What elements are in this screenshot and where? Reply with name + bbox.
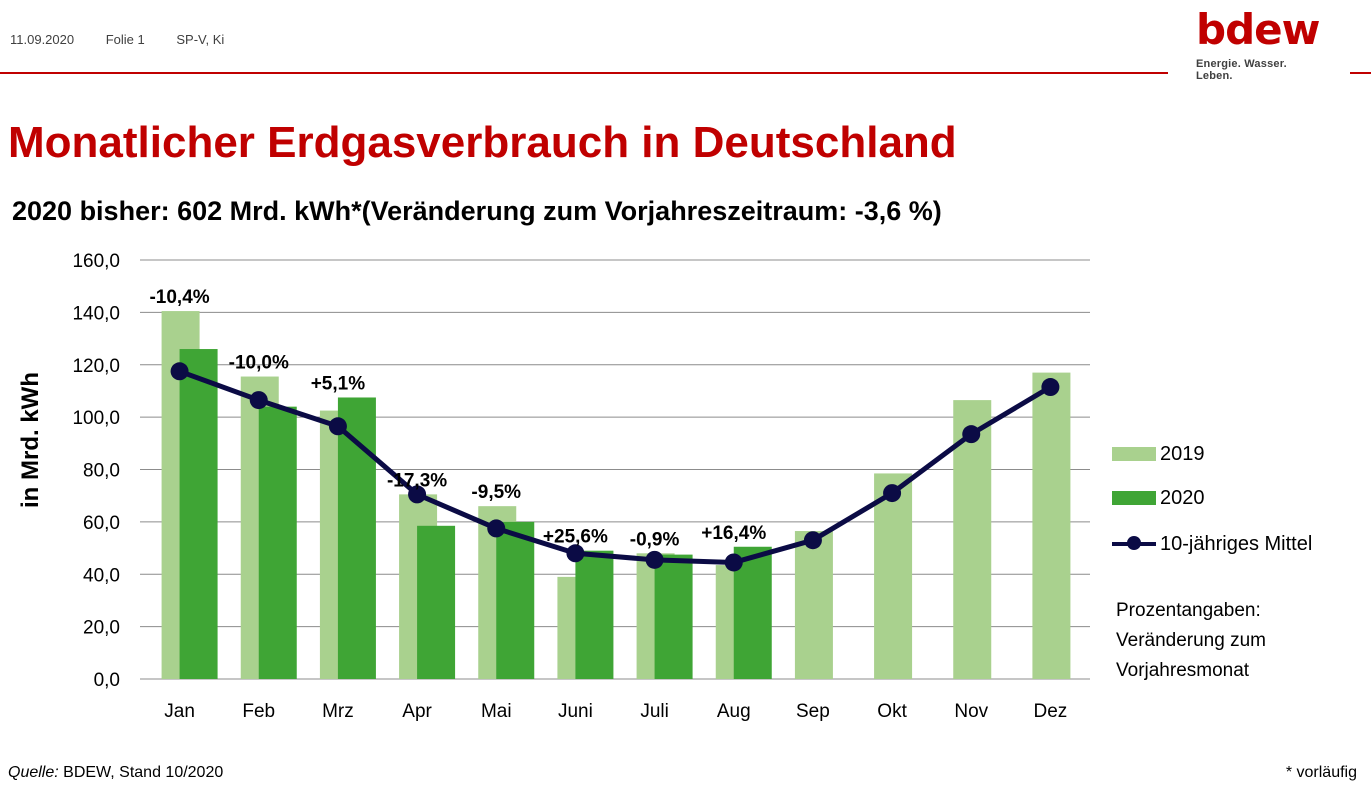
change-label: -10,0% xyxy=(229,353,289,374)
mean-point xyxy=(883,484,902,503)
y-tick-label: 140,0 xyxy=(72,303,120,324)
change-label: +5,1% xyxy=(311,373,366,394)
header-author: SP-V, Ki xyxy=(176,32,225,47)
bdew-logo: bdew Energie. Wasser. Leben. xyxy=(1196,5,1326,83)
legend-swatch-mean xyxy=(1112,536,1156,550)
mean-point xyxy=(962,425,981,444)
legend-label-2020: 2020 xyxy=(1160,486,1205,509)
y-tick-label: 20,0 xyxy=(83,618,120,639)
bar-2020 xyxy=(179,349,218,679)
bar-2020 xyxy=(417,525,456,679)
legend-item-mean: 10-jähriges Mittel xyxy=(1112,532,1312,556)
source-label: Quelle: xyxy=(8,764,59,781)
x-tick-label: Juni xyxy=(558,701,593,722)
legend-item-2020: 2020 xyxy=(1112,486,1205,510)
bar-2019 xyxy=(794,531,833,679)
header-divider-right xyxy=(1350,72,1371,74)
bar-2020 xyxy=(654,554,693,679)
header-slide: Folie 1 xyxy=(105,32,145,47)
header-divider xyxy=(0,72,1168,74)
change-label: +16,4% xyxy=(701,523,766,544)
x-tick-label: Apr xyxy=(402,701,432,722)
footnote-line-3: Vorjahresmonat xyxy=(1116,660,1250,681)
x-tick-label: Mrz xyxy=(322,701,354,722)
legend-label-2019: 2019 xyxy=(1160,442,1205,465)
change-label: -0,9% xyxy=(630,529,680,550)
y-tick-label: 0,0 xyxy=(94,670,120,691)
legend-label-mean: 10-jähriges Mittel xyxy=(1160,532,1313,555)
y-axis-label: in Mrd. kWh xyxy=(17,372,44,508)
bar-2020 xyxy=(575,550,614,679)
x-tick-label: Sep xyxy=(796,701,830,722)
mean-point xyxy=(803,531,822,550)
mean-point xyxy=(487,519,506,538)
bar-2019 xyxy=(1032,372,1071,679)
x-tick-label: Okt xyxy=(877,701,907,722)
consumption-chart: in Mrd. kWh 0,0 20,0 40,0 60,0 80,0 100,0 120,… xyxy=(17,251,1090,722)
mean-point xyxy=(566,544,585,563)
page-title: Monatlicher Erdgasverbrauch in Deutschla… xyxy=(8,118,957,167)
x-tick-label: Dez xyxy=(1034,701,1068,722)
y-tick-label: 80,0 xyxy=(83,461,120,482)
legend-item-2019: 2019 xyxy=(1112,442,1205,466)
y-tick-label: 100,0 xyxy=(72,408,120,429)
footnote-line-1: Prozentangaben: xyxy=(1116,600,1261,621)
legend-swatch-2020 xyxy=(1112,491,1156,505)
x-tick-label: Jan xyxy=(164,701,195,722)
footnote-line-2: Veränderung zum xyxy=(1116,630,1266,651)
percent-explanation: Prozentangaben: Veränderung zum Vorjahre… xyxy=(1116,596,1266,686)
logo-word: bdew xyxy=(1196,5,1320,54)
source-text: BDEW, Stand 10/2020 xyxy=(58,764,224,781)
bar-2020 xyxy=(496,521,535,679)
x-tick-label: Aug xyxy=(717,701,751,722)
header-date: 11.09.2020 xyxy=(10,32,75,47)
mean-line xyxy=(178,368,1052,565)
mean-point xyxy=(170,362,189,381)
y-tick-label: 40,0 xyxy=(83,565,120,586)
change-label: +25,6% xyxy=(543,527,608,548)
change-label: -9,5% xyxy=(471,482,521,503)
bar-2019 xyxy=(874,473,913,679)
provisional-note: * vorläufig xyxy=(1285,764,1357,781)
mean-point xyxy=(724,553,743,572)
mean-point xyxy=(645,550,664,569)
bar-2019 xyxy=(953,400,992,679)
change-label: -10,4% xyxy=(149,287,209,308)
y-tick-label: 120,0 xyxy=(72,356,120,377)
mean-point xyxy=(1041,378,1060,397)
logo-tagline: Energie. Wasser. Leben. xyxy=(1196,58,1287,82)
mean-point xyxy=(249,391,268,410)
y-tick-label: 160,0 xyxy=(72,251,120,272)
change-label: -17,3% xyxy=(387,470,447,491)
bar-2020 xyxy=(258,406,297,679)
x-tick-label: Mai xyxy=(481,701,512,722)
page-subtitle: 2020 bisher: 602 Mrd. kWh*(Veränderung z… xyxy=(12,196,942,226)
x-tick-label: Juli xyxy=(640,701,669,722)
slide-header: 11.09.2020 Folie 1 SP-V, Ki xyxy=(10,32,252,47)
legend-swatch-2019 xyxy=(1112,447,1156,461)
x-tick-label: Nov xyxy=(954,701,988,722)
source-note: Quelle: BDEW, Stand 10/2020 xyxy=(8,764,223,782)
y-tick-label: 60,0 xyxy=(83,513,120,534)
mean-point xyxy=(328,417,347,436)
x-tick-label: Feb xyxy=(242,701,275,722)
mean-point xyxy=(408,485,427,504)
